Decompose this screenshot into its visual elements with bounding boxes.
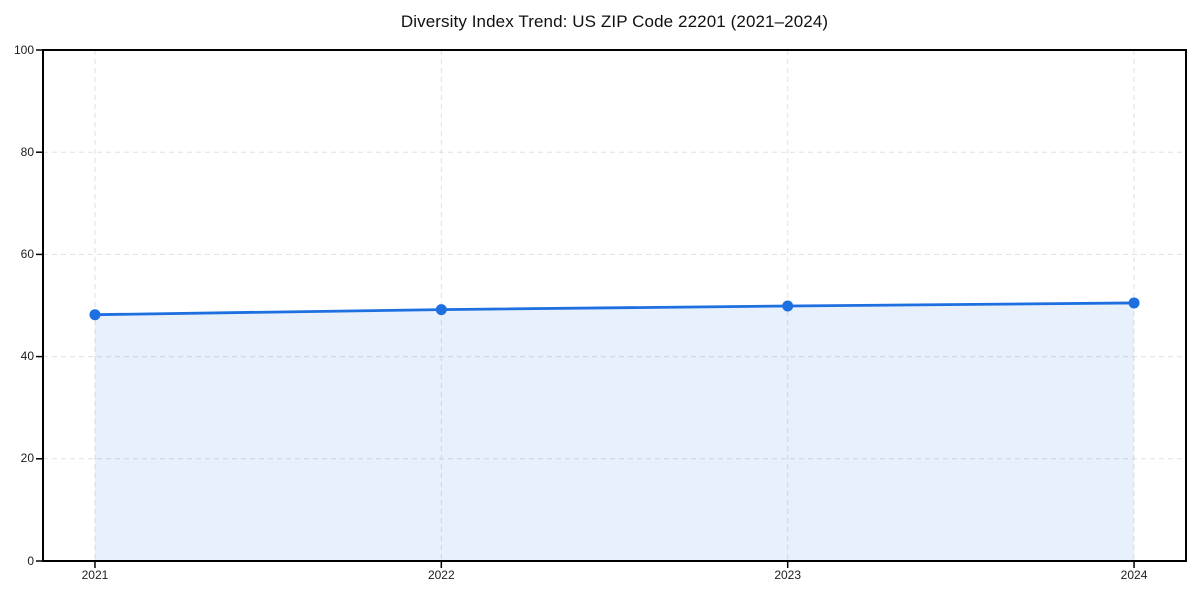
data-point-2022 (435, 304, 447, 316)
data-point-2023 (782, 300, 794, 312)
x-tick-label: 2022 (427, 568, 455, 582)
y-tick-label: 0 (27, 553, 34, 568)
chart-title: Diversity Index Trend: US ZIP Code 22201… (400, 12, 829, 31)
y-tick-label: 20 (20, 451, 34, 466)
x-tick-label: 2024 (1120, 568, 1148, 582)
x-tick-label: 2023 (774, 568, 802, 582)
area-fill (95, 302, 1134, 561)
data-point-2021 (89, 309, 101, 321)
y-tick-label: 60 (20, 246, 34, 261)
plot-canvas (36, 49, 1187, 568)
data-point-2024 (1128, 297, 1140, 309)
y-tick-label: 100 (13, 42, 34, 57)
y-tick-label: 40 (20, 349, 34, 364)
x-tick-label: 2021 (81, 568, 109, 582)
plot-frame (42, 49, 1187, 562)
trend-line (94, 301, 1135, 317)
y-tick-label: 80 (20, 144, 34, 159)
plot-area (36, 49, 1187, 568)
